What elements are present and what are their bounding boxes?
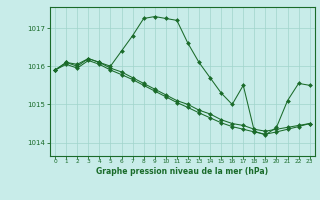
X-axis label: Graphe pression niveau de la mer (hPa): Graphe pression niveau de la mer (hPa) xyxy=(96,167,268,176)
